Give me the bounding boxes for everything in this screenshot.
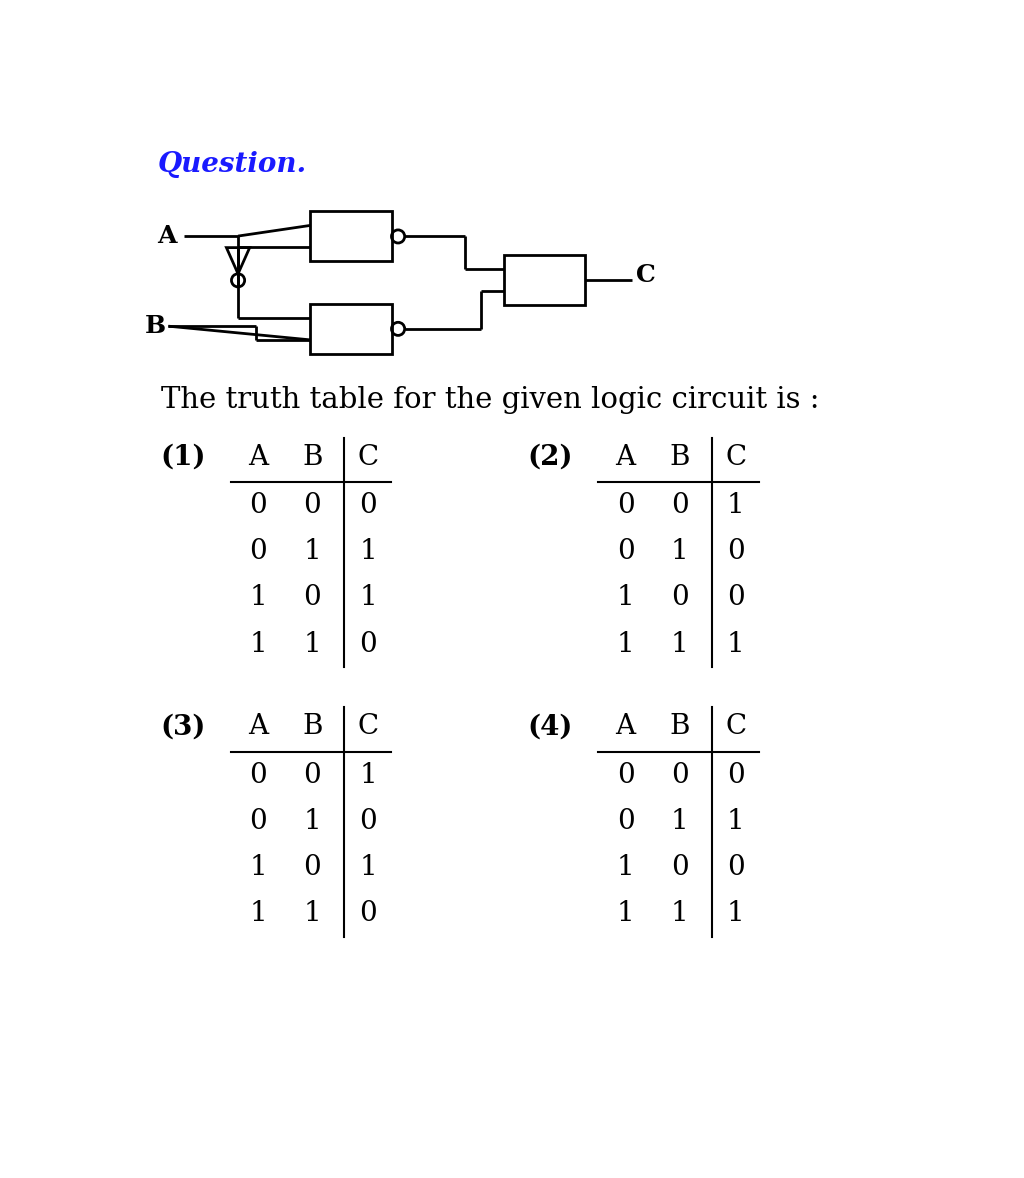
- Text: A: A: [615, 444, 636, 471]
- Text: 1: 1: [727, 900, 744, 927]
- Text: 0: 0: [671, 854, 689, 881]
- Text: 0: 0: [359, 808, 377, 835]
- Text: 1: 1: [303, 900, 322, 927]
- Text: 0: 0: [671, 492, 689, 519]
- Text: 0: 0: [249, 808, 267, 835]
- Text: 0: 0: [727, 854, 744, 881]
- Text: 1: 1: [249, 900, 267, 927]
- Text: 0: 0: [671, 761, 689, 788]
- Text: A: A: [615, 714, 636, 741]
- Text: 1: 1: [249, 854, 267, 881]
- Text: 0: 0: [359, 630, 377, 657]
- Text: 1: 1: [727, 630, 744, 657]
- Text: C: C: [725, 714, 746, 741]
- Text: C: C: [357, 444, 379, 471]
- Text: 1: 1: [727, 492, 744, 519]
- Text: C: C: [725, 444, 746, 471]
- Text: 0: 0: [303, 761, 322, 788]
- Text: 1: 1: [616, 854, 635, 881]
- Text: B: B: [670, 714, 690, 741]
- Text: 1: 1: [671, 900, 689, 927]
- Text: 0: 0: [616, 492, 635, 519]
- Text: 0: 0: [616, 808, 635, 835]
- Text: 0: 0: [303, 492, 322, 519]
- Text: 0: 0: [303, 854, 322, 881]
- Text: 1: 1: [616, 900, 635, 927]
- Text: (4): (4): [527, 714, 572, 741]
- Text: 0: 0: [249, 538, 267, 565]
- Text: 1: 1: [359, 538, 377, 565]
- Text: B: B: [145, 315, 166, 338]
- Text: 1: 1: [303, 630, 322, 657]
- Text: 0: 0: [616, 761, 635, 788]
- Text: A: A: [248, 444, 268, 471]
- Text: 0: 0: [303, 584, 322, 611]
- Text: (1): (1): [161, 444, 206, 471]
- Text: (3): (3): [161, 714, 206, 741]
- Text: 1: 1: [359, 761, 377, 788]
- Text: 0: 0: [359, 900, 377, 927]
- Text: 1: 1: [249, 584, 267, 611]
- Text: 1: 1: [249, 630, 267, 657]
- Text: 1: 1: [671, 538, 689, 565]
- Text: B: B: [302, 444, 323, 471]
- Text: 0: 0: [249, 492, 267, 519]
- Text: 0: 0: [727, 584, 744, 611]
- Text: 1: 1: [616, 630, 635, 657]
- Text: 0: 0: [727, 761, 744, 788]
- Text: 1: 1: [303, 808, 322, 835]
- Text: 1: 1: [727, 808, 744, 835]
- Text: C: C: [357, 714, 379, 741]
- Text: 1: 1: [671, 630, 689, 657]
- Bar: [504, 256, 586, 305]
- Text: 0: 0: [249, 761, 267, 788]
- Text: 1: 1: [616, 584, 635, 611]
- Text: 0: 0: [359, 492, 377, 519]
- Text: 0: 0: [671, 584, 689, 611]
- Text: A: A: [248, 714, 268, 741]
- Text: (2): (2): [527, 444, 572, 471]
- Text: C: C: [636, 263, 655, 286]
- Text: The truth table for the given logic circuit is :: The truth table for the given logic circ…: [161, 386, 819, 415]
- Text: 0: 0: [616, 538, 635, 565]
- Text: Question.: Question.: [158, 151, 306, 178]
- Text: B: B: [670, 444, 690, 471]
- Text: 1: 1: [303, 538, 322, 565]
- Text: B: B: [302, 714, 323, 741]
- Text: 1: 1: [359, 584, 377, 611]
- Text: 1: 1: [359, 854, 377, 881]
- Bar: [310, 211, 391, 262]
- Text: A: A: [158, 224, 177, 249]
- Bar: [310, 304, 391, 353]
- Text: 0: 0: [727, 538, 744, 565]
- Text: 1: 1: [671, 808, 689, 835]
